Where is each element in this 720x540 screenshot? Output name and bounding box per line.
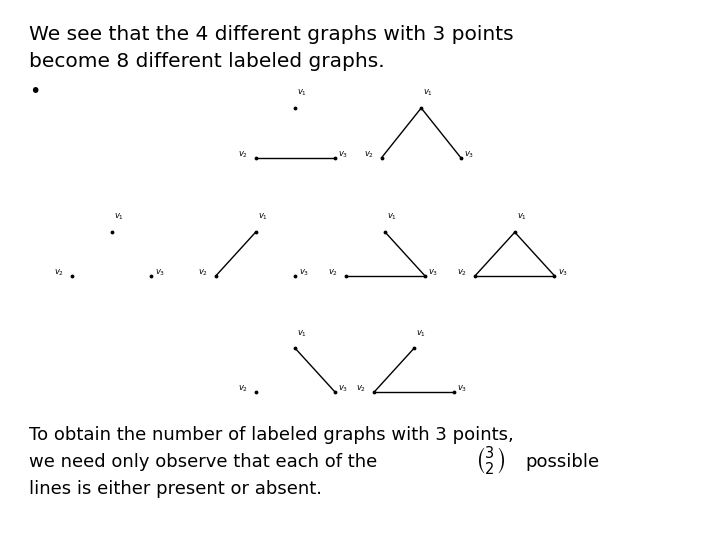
Text: $v_2$: $v_2$ [198, 268, 208, 279]
Text: $v_3$: $v_3$ [457, 384, 467, 394]
Text: $v_3$: $v_3$ [338, 384, 348, 394]
Text: •: • [29, 82, 40, 102]
Text: $v_2$: $v_2$ [356, 384, 366, 394]
Text: $v_2$: $v_2$ [238, 150, 248, 160]
Text: $v_3$: $v_3$ [464, 150, 474, 160]
Text: $\binom{3}{2}$: $\binom{3}{2}$ [475, 445, 506, 478]
Text: $v_2$: $v_2$ [364, 150, 374, 160]
Text: To obtain the number of labeled graphs with 3 points,: To obtain the number of labeled graphs w… [29, 426, 513, 444]
Text: $v_1$: $v_1$ [517, 212, 527, 222]
Text: $v_3$: $v_3$ [155, 268, 165, 279]
Text: $v_1$: $v_1$ [423, 88, 433, 98]
Text: $v_2$: $v_2$ [54, 268, 64, 279]
Text: $v_1$: $v_1$ [297, 88, 307, 98]
Text: possible: possible [526, 453, 600, 471]
Text: we need only observe that each of the: we need only observe that each of the [29, 453, 377, 471]
Text: $v_1$: $v_1$ [387, 212, 397, 222]
Text: $v_1$: $v_1$ [297, 328, 307, 339]
Text: $v_3$: $v_3$ [428, 268, 438, 279]
Text: $v_1$: $v_1$ [258, 212, 268, 222]
Text: $v_2$: $v_2$ [328, 268, 338, 279]
Text: $v_3$: $v_3$ [558, 268, 568, 279]
Text: We see that the 4 different graphs with 3 points
become 8 different labeled grap: We see that the 4 different graphs with … [29, 25, 513, 71]
Text: lines is either present or absent.: lines is either present or absent. [29, 480, 322, 498]
Text: $v_2$: $v_2$ [238, 384, 248, 394]
Text: $v_1$: $v_1$ [416, 328, 426, 339]
Text: $v_3$: $v_3$ [299, 268, 309, 279]
Text: $v_3$: $v_3$ [338, 150, 348, 160]
Text: $v_2$: $v_2$ [457, 268, 467, 279]
Text: $v_1$: $v_1$ [114, 212, 124, 222]
